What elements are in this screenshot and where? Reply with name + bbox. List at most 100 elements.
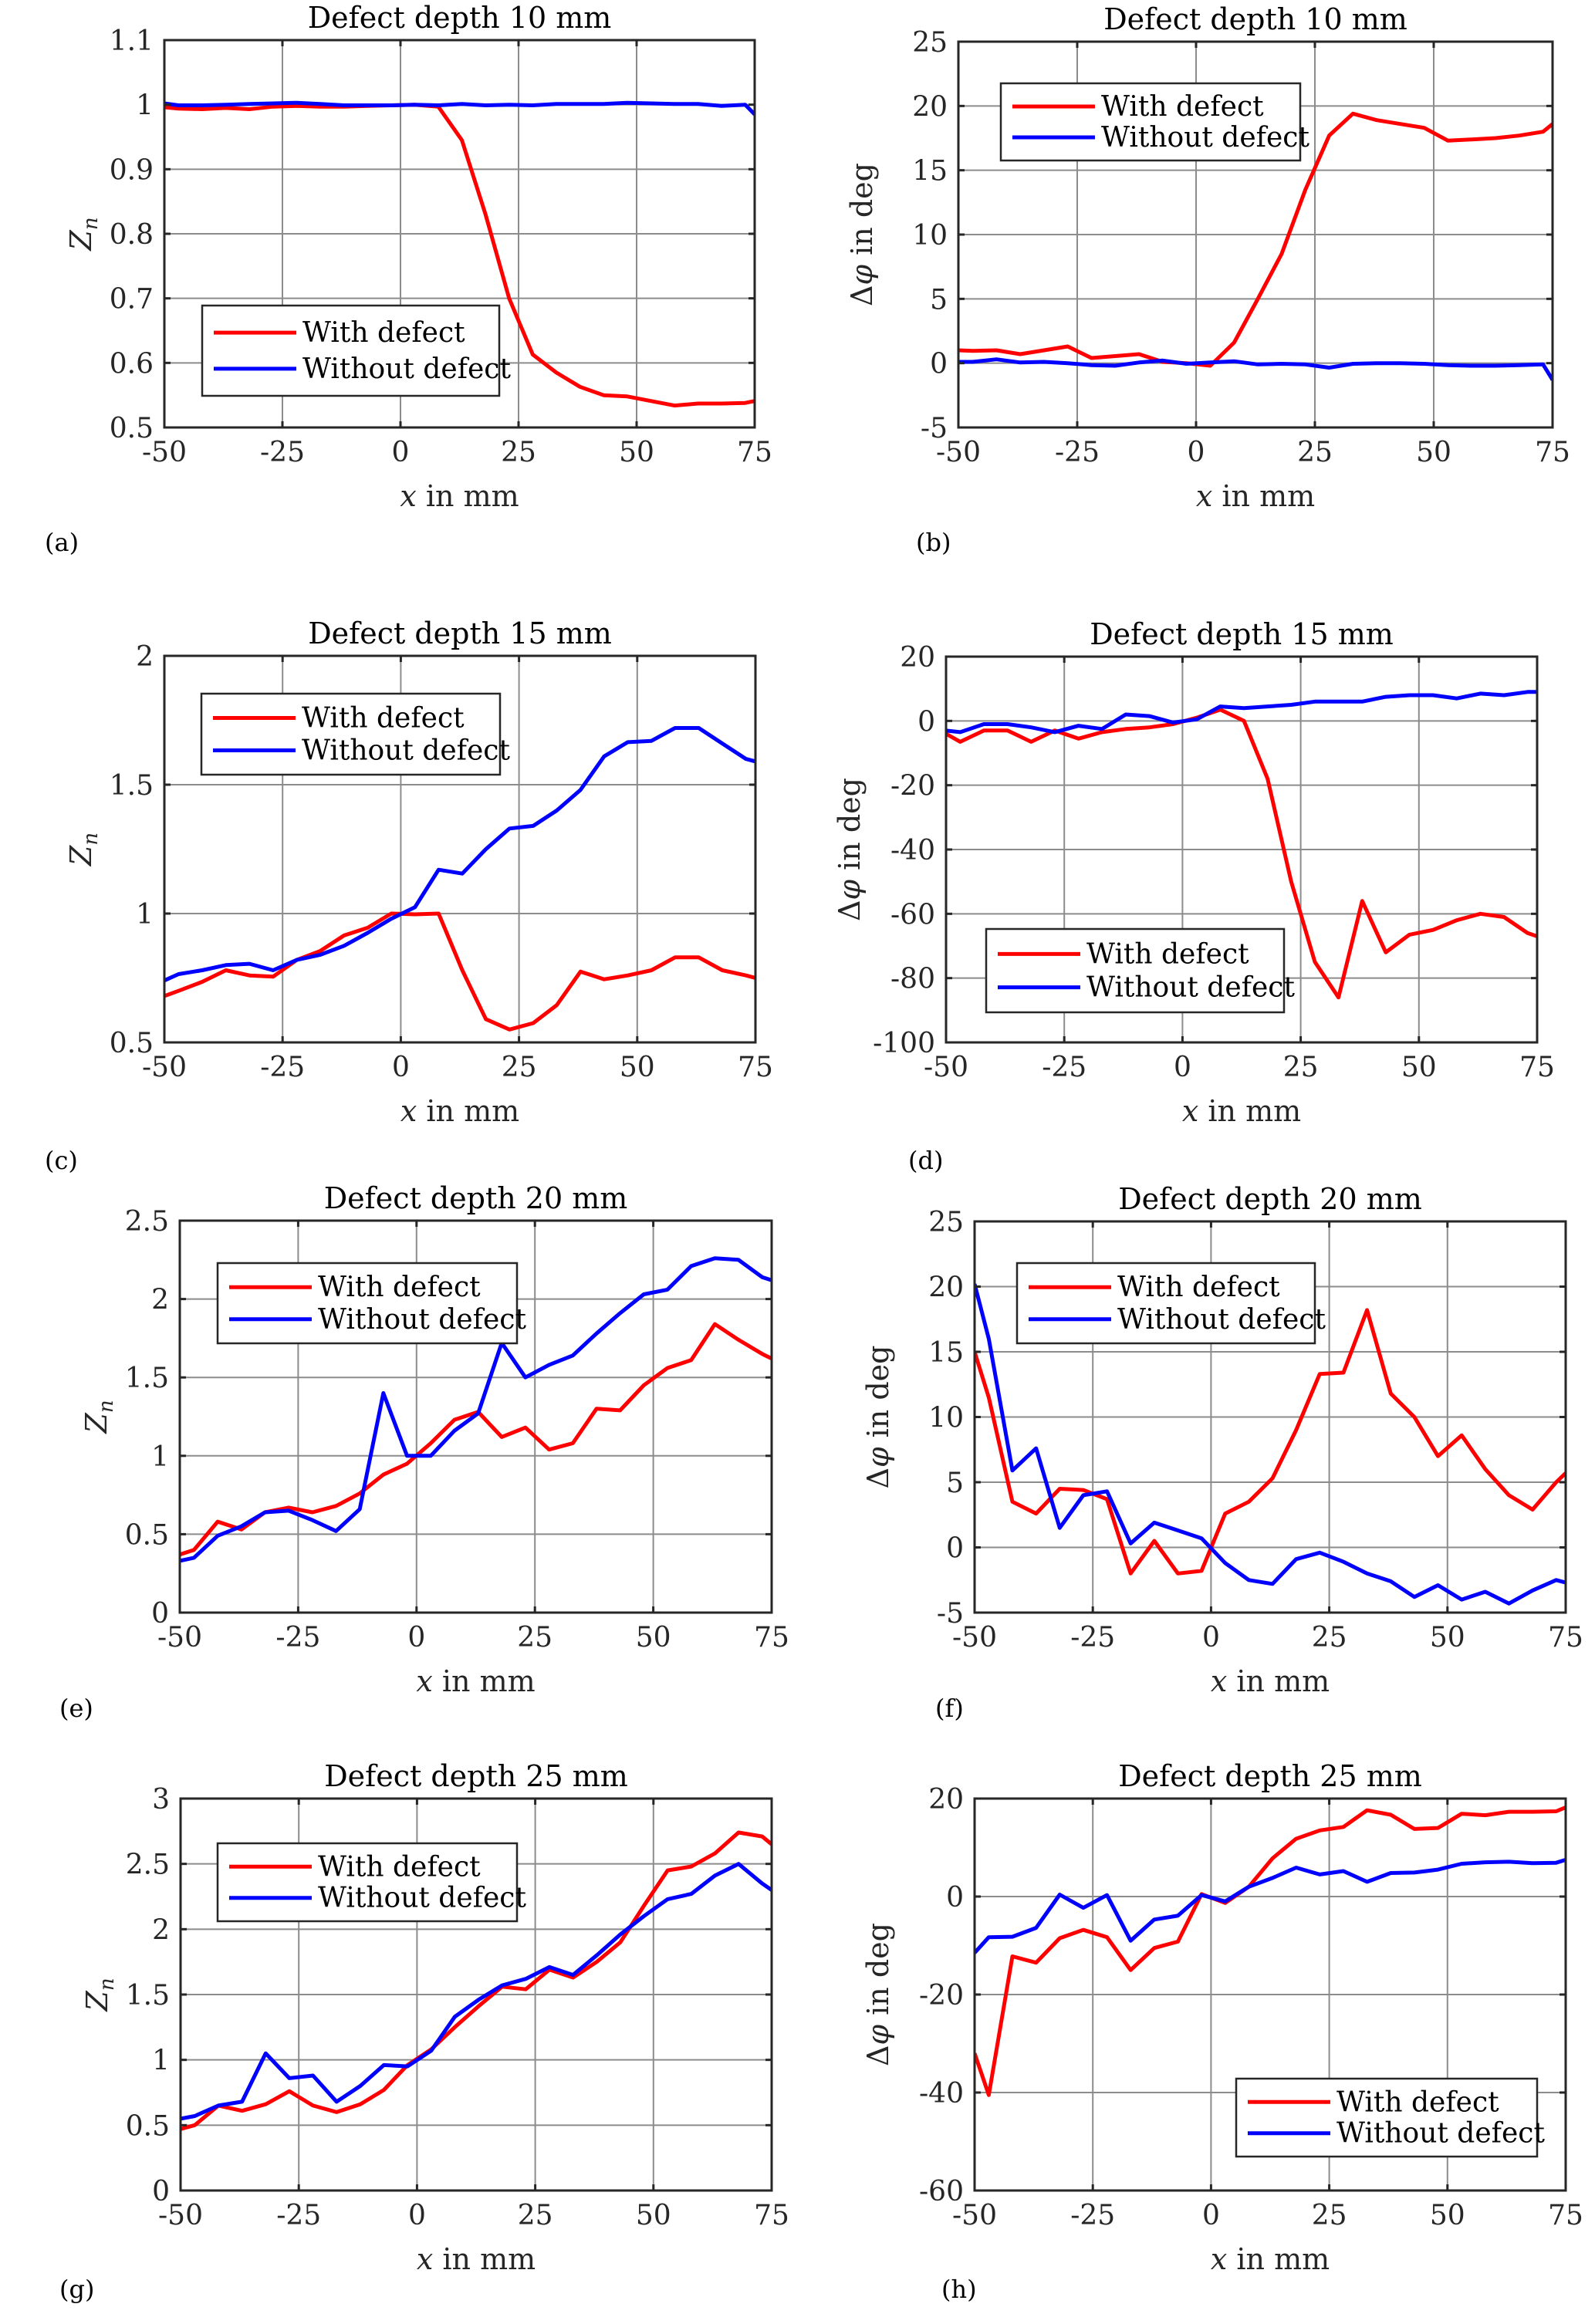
x-axis-label: x in mm xyxy=(417,2242,536,2276)
chart-panel-h: -50 -25 0 25 50 75 -60 -40 -20 0 20 Defect depth 25… xyxy=(861,1759,1583,2304)
y-tick-label: 1.5 xyxy=(126,1980,170,2012)
x-tick-label: -50 xyxy=(158,2200,203,2231)
plot-title: Defect depth 20 mm xyxy=(1118,1182,1422,1216)
y-tick-label: 25 xyxy=(928,1207,964,1238)
series-with-defect xyxy=(975,1805,1566,2097)
legend-label: With defect xyxy=(1086,938,1249,970)
y-tick-label: -60 xyxy=(919,2176,964,2207)
x-tick-label: -50 xyxy=(142,1052,187,1083)
y-axis-label: Zn xyxy=(64,217,103,251)
chart-panel-g: -50 -25 0 25 50 75 0 0.5 1 1.5 2 2.5 3 Defect depth 2… xyxy=(59,1759,789,2304)
plot-title: Defect depth 25 mm xyxy=(324,1759,628,1793)
x-tick-label: 50 xyxy=(1401,1052,1437,1083)
x-tick-label: 75 xyxy=(754,1622,789,1653)
plot-title: Defect depth 20 mm xyxy=(324,1181,628,1215)
plot-title: Defect depth 15 mm xyxy=(308,616,612,650)
y-tick-label: -80 xyxy=(890,964,935,995)
x-tick-label: -25 xyxy=(1070,2200,1115,2231)
series-without-defect xyxy=(975,1858,1566,1954)
x-tick-label: -50 xyxy=(952,1622,997,1653)
series-without-defect xyxy=(946,690,1537,735)
y-tick-label: -5 xyxy=(921,413,948,444)
legend-label: With defect xyxy=(1101,91,1264,123)
series-with-defect xyxy=(975,1308,1566,1576)
y-tick-label: 25 xyxy=(912,27,948,59)
y-tick-label: 1.5 xyxy=(125,1363,169,1394)
x-tick-label: 50 xyxy=(620,1052,655,1083)
x-tick-label: 25 xyxy=(1312,1622,1347,1653)
x-tick-label: -25 xyxy=(260,437,305,468)
plot-frame xyxy=(163,654,757,1044)
y-axis-label: Δφ in deg xyxy=(833,778,867,921)
legend-label: With defect xyxy=(302,317,465,349)
legend-box xyxy=(1015,1262,1316,1345)
x-tick-label: 0 xyxy=(1188,437,1205,468)
panel-label: (d) xyxy=(908,1146,943,1175)
y-tick-label: 10 xyxy=(912,220,948,252)
y-tick-label: 0.5 xyxy=(110,413,154,444)
y-axis-label: Δφ in deg xyxy=(861,1923,895,2066)
x-tick-label: -25 xyxy=(1055,437,1100,468)
x-tick-label: 25 xyxy=(501,437,536,468)
x-tick-label: 50 xyxy=(636,1622,671,1653)
legend-label: With defect xyxy=(1336,2086,1499,2118)
x-tick-label: 75 xyxy=(1548,2200,1583,2231)
x-tick-label: 75 xyxy=(738,1052,773,1083)
y-tick-label: 0 xyxy=(152,2176,170,2207)
x-tick-label: -25 xyxy=(275,1622,320,1653)
legend-label: Without defect xyxy=(1336,2118,1545,2150)
x-tick-label: 50 xyxy=(636,2200,671,2231)
legend-label: Without defect xyxy=(1086,972,1295,1004)
y-tick-label: 2.5 xyxy=(125,1206,169,1238)
series-without-defect xyxy=(180,1256,772,1563)
y-tick-label: 15 xyxy=(912,156,948,187)
y-tick-label: 20 xyxy=(900,642,935,674)
x-tick-label: 25 xyxy=(502,1052,537,1083)
x-tick-label: 75 xyxy=(737,437,772,468)
y-tick-label: 0.5 xyxy=(126,2110,170,2142)
series-without-defect xyxy=(958,357,1553,381)
x-axis-label: x in mm xyxy=(1196,479,1315,513)
y-tick-label: -20 xyxy=(919,1980,964,2012)
y-axis-label: Zn xyxy=(64,833,103,866)
legend-label: Without defect xyxy=(1117,1304,1326,1336)
y-tick-label: 5 xyxy=(930,284,948,316)
y-tick-label: 1 xyxy=(136,899,154,931)
x-tick-label: 50 xyxy=(1416,437,1451,468)
x-tick-label: 25 xyxy=(1283,1052,1319,1083)
chart-panel-e: -50 -25 0 25 50 75 0 0.5 1 1.5 2 2.5 Defect depth 20… xyxy=(59,1181,789,1723)
legend-label: Without defect xyxy=(302,353,511,385)
series-without-defect xyxy=(164,100,755,116)
y-tick-label: 0.5 xyxy=(110,1028,154,1059)
series-without-defect xyxy=(164,726,755,983)
x-tick-label: 0 xyxy=(392,1052,410,1083)
y-axis-label: Zn xyxy=(80,1978,119,2012)
legend-box xyxy=(999,82,1302,162)
x-tick-label: 50 xyxy=(619,437,654,468)
series-with-defect xyxy=(164,103,755,408)
y-tick-label: 3 xyxy=(152,1784,170,1816)
x-tick-label: 0 xyxy=(392,437,410,468)
y-tick-label: -40 xyxy=(890,835,935,866)
panel-label: (h) xyxy=(941,2275,977,2304)
series-without-defect xyxy=(181,1862,772,2121)
x-tick-label: 75 xyxy=(1548,1622,1583,1653)
series-with-defect xyxy=(958,111,1553,368)
x-tick-label: -50 xyxy=(936,437,981,468)
y-tick-label: 5 xyxy=(946,1468,964,1499)
legend-label: Without defect xyxy=(318,1883,526,1914)
x-tick-label: 0 xyxy=(407,1622,425,1653)
y-tick-label: 0.7 xyxy=(110,284,154,316)
x-tick-label: -50 xyxy=(952,2200,997,2231)
y-axis-label: Zn xyxy=(79,1400,118,1434)
y-tick-label: -20 xyxy=(890,771,935,802)
x-axis-label: x in mm xyxy=(1211,1664,1330,1698)
